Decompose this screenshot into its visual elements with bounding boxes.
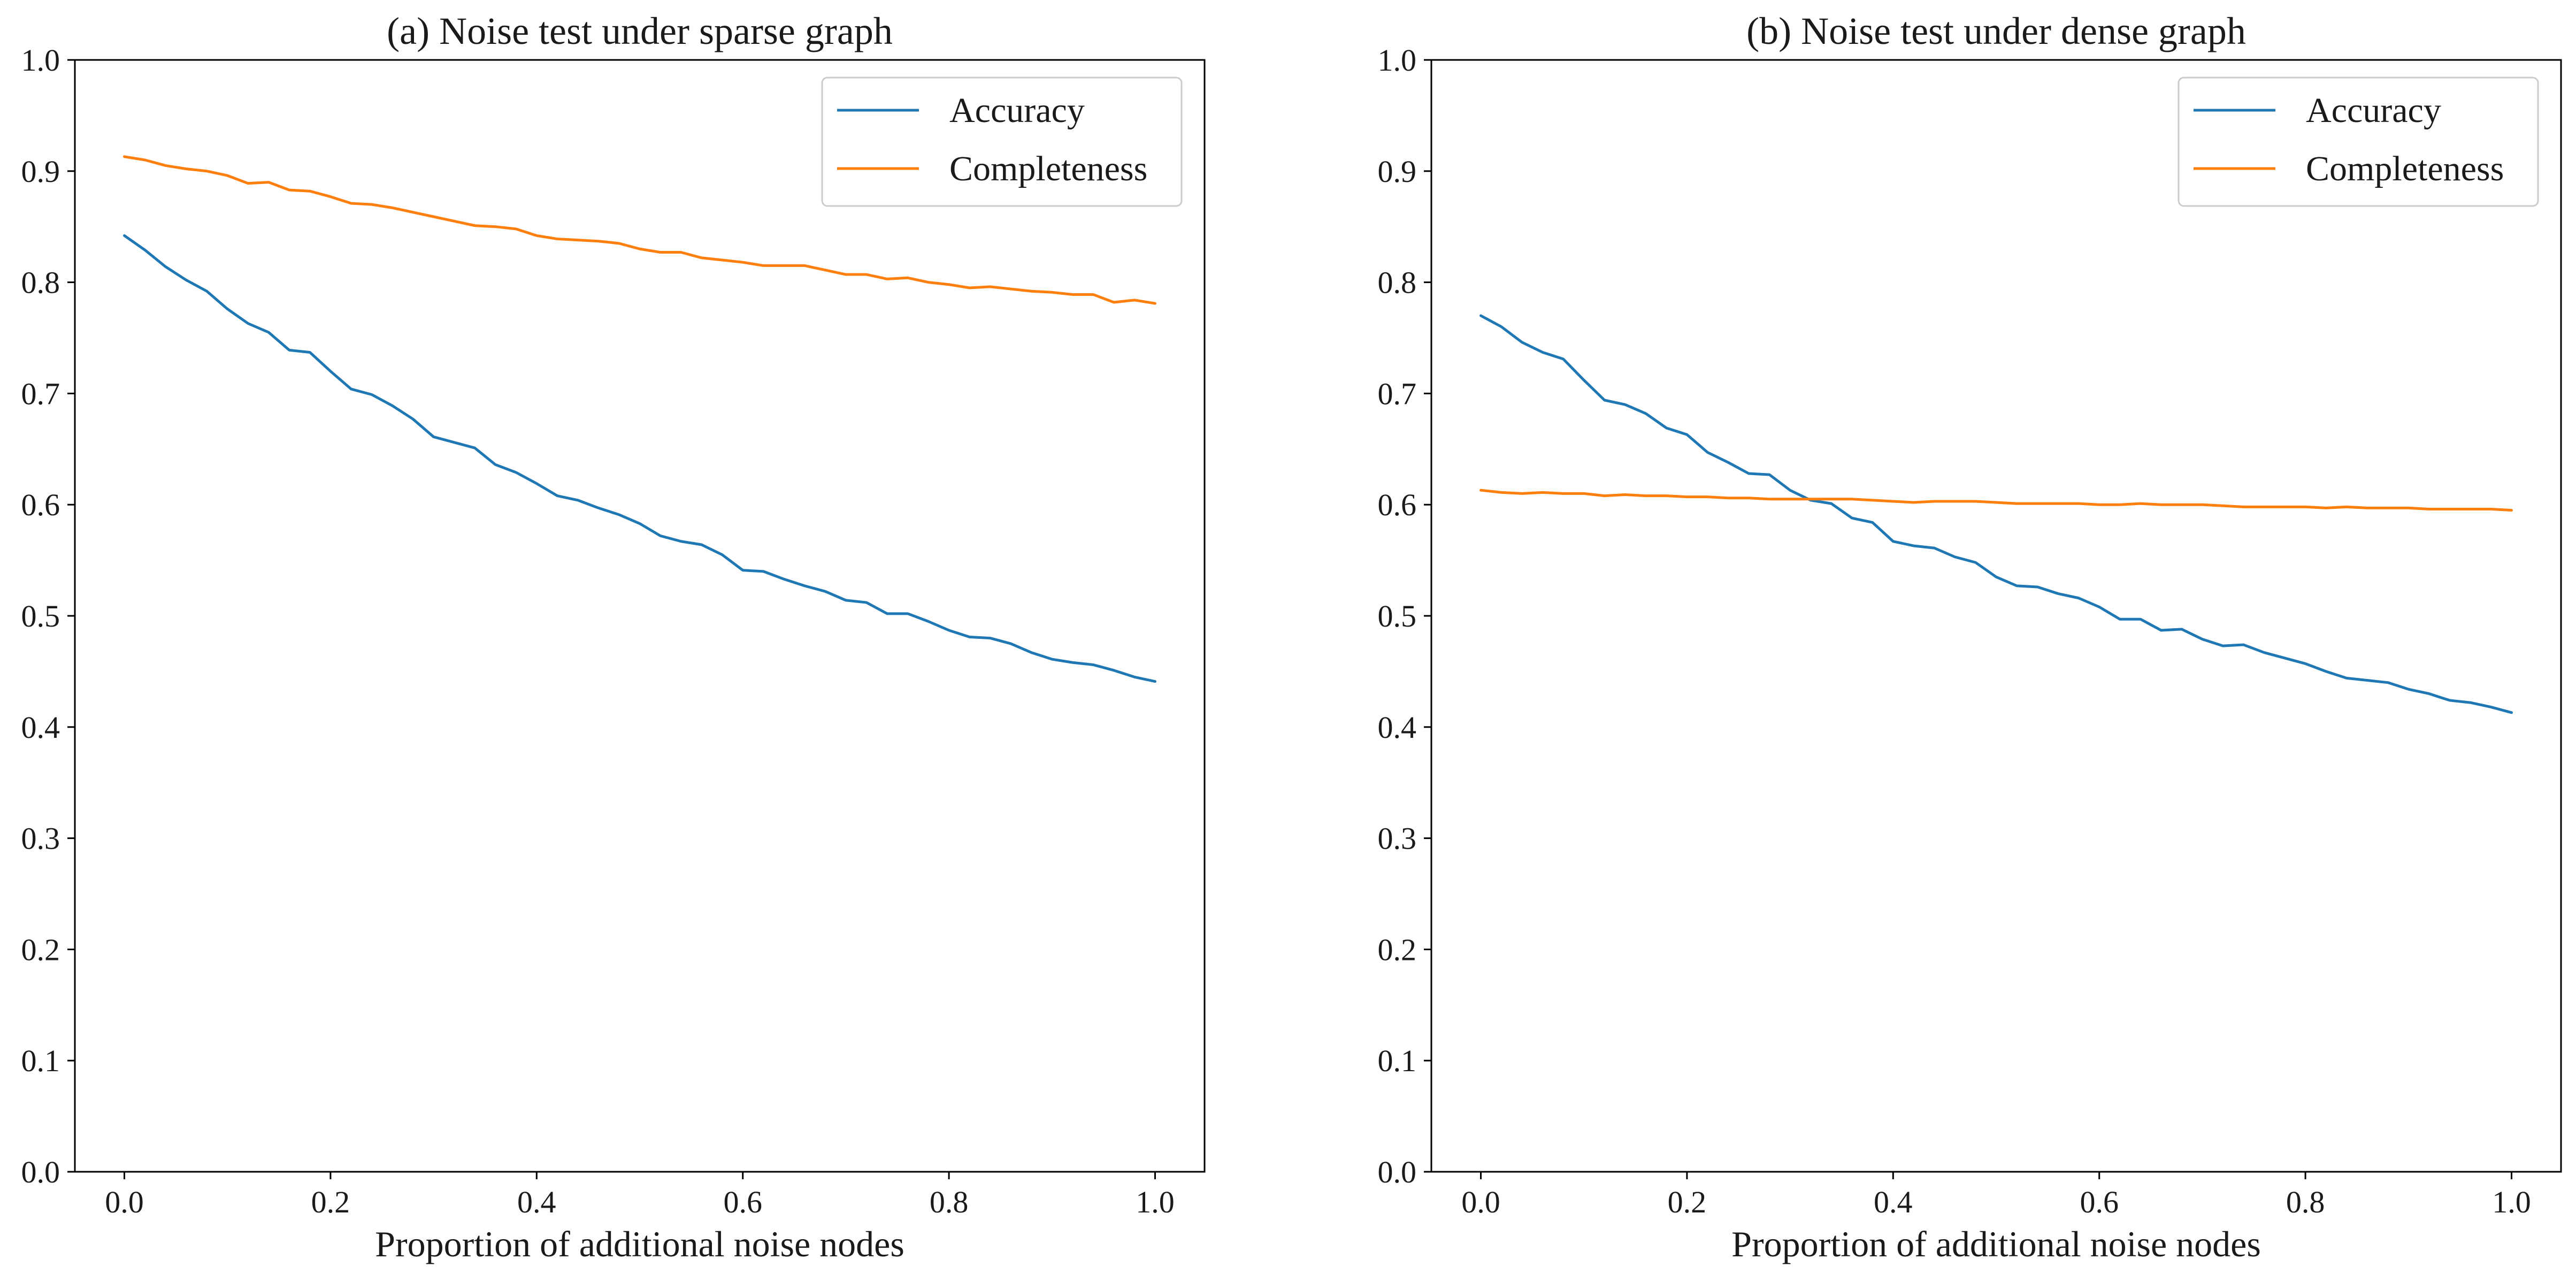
legend-label-accuracy: Accuracy — [2306, 91, 2441, 130]
y-tick-label: 0.0 — [1378, 1155, 1417, 1189]
chart-title: (b) Noise test under dense graph — [1746, 10, 2246, 52]
series-line-accuracy — [123, 234, 1156, 683]
x-tick-label: 0.2 — [311, 1185, 350, 1219]
plot-frame — [1430, 59, 2562, 1173]
y-tick-label: 0.9 — [1378, 154, 1417, 189]
plot-lines — [123, 155, 1156, 683]
y-axis: 0.0 0.1 0.2 0.3 0.4 0.5 0.6 0.7 0.8 0.9 1.0 — [1378, 43, 1431, 1189]
x-axis: 0.0 0.2 0.4 0.6 0.8 1.0 — [105, 1172, 1175, 1219]
y-tick-label: 0.4 — [21, 710, 60, 745]
y-tick-label: 0.7 — [1378, 376, 1417, 411]
x-tick-label: 0.2 — [1668, 1185, 1707, 1219]
legend: Accuracy Completeness — [2178, 77, 2539, 207]
x-tick-label: 0.4 — [517, 1185, 556, 1219]
y-tick-label: 0.3 — [21, 821, 60, 856]
series-line-completeness — [123, 155, 1156, 305]
series-line-completeness — [1479, 489, 2513, 512]
y-tick-label: 0.5 — [21, 599, 60, 634]
x-tick-label: 1.0 — [2492, 1185, 2531, 1219]
chart-panel-b: (b) Noise test under dense graph 0.00.10… — [1378, 10, 2562, 1264]
y-tick-label: 0.1 — [1378, 1043, 1417, 1078]
plot-frame — [74, 59, 1206, 1173]
y-tick-label: 1.0 — [1378, 43, 1417, 78]
y-tick-label: 0.8 — [1378, 265, 1417, 300]
legend-label-completeness: Completeness — [2306, 149, 2504, 188]
x-tick-label: 0.4 — [1874, 1185, 1913, 1219]
x-tick-label: 0.6 — [2080, 1185, 2119, 1219]
x-tick-label: 0.0 — [105, 1185, 144, 1219]
chart-panel-a: (a) Noise test under sparse graph 0.0 0.1… — [21, 10, 1206, 1264]
y-axis: 0.0 0.1 0.2 0.3 0.4 0.5 0.6 0.7 0.8 0.9 1.0 — [21, 43, 75, 1189]
y-tick-label: 0.0 — [21, 1155, 60, 1189]
x-axis-title: Proportion of additional noise nodes — [1731, 1224, 2261, 1264]
x-tick-label: 0.8 — [2286, 1185, 2325, 1219]
y-tick-label: 0.2 — [21, 932, 60, 967]
legend: Accuracy Completeness — [821, 77, 1183, 207]
y-tick-label: 0.4 — [1378, 710, 1417, 745]
y-tick-label: 0.5 — [1378, 599, 1417, 634]
y-tick-label: 0.7 — [21, 376, 60, 411]
legend-label-accuracy: Accuracy — [949, 91, 1085, 130]
plot-lines — [1479, 314, 2513, 714]
y-tick-label: 0.3 — [1378, 821, 1417, 856]
x-tick-label: 0.6 — [723, 1185, 762, 1219]
x-tick-label: 0.0 — [1461, 1185, 1500, 1219]
y-tick-label: 0.1 — [21, 1043, 60, 1078]
legend-label-completeness: Completeness — [949, 149, 1147, 188]
y-tick-label: 0.8 — [21, 265, 60, 300]
series-line-accuracy — [1479, 314, 2513, 714]
x-axis: 0.0 0.2 0.4 0.6 0.8 1.0 — [1461, 1172, 2531, 1219]
x-tick-label: 0.8 — [930, 1185, 969, 1219]
y-tick-label: 0.2 — [1378, 932, 1417, 967]
x-tick-label: 1.0 — [1136, 1185, 1175, 1219]
chart-title: (a) Noise test under sparse graph — [387, 10, 893, 52]
x-axis-title: Proportion of additional noise nodes — [375, 1224, 904, 1264]
y-tick-label: 1.0 — [21, 43, 60, 78]
y-tick-label: 0.6 — [1378, 487, 1417, 522]
y-tick-label: 0.9 — [21, 154, 60, 189]
y-tick-label: 0.6 — [21, 487, 60, 522]
